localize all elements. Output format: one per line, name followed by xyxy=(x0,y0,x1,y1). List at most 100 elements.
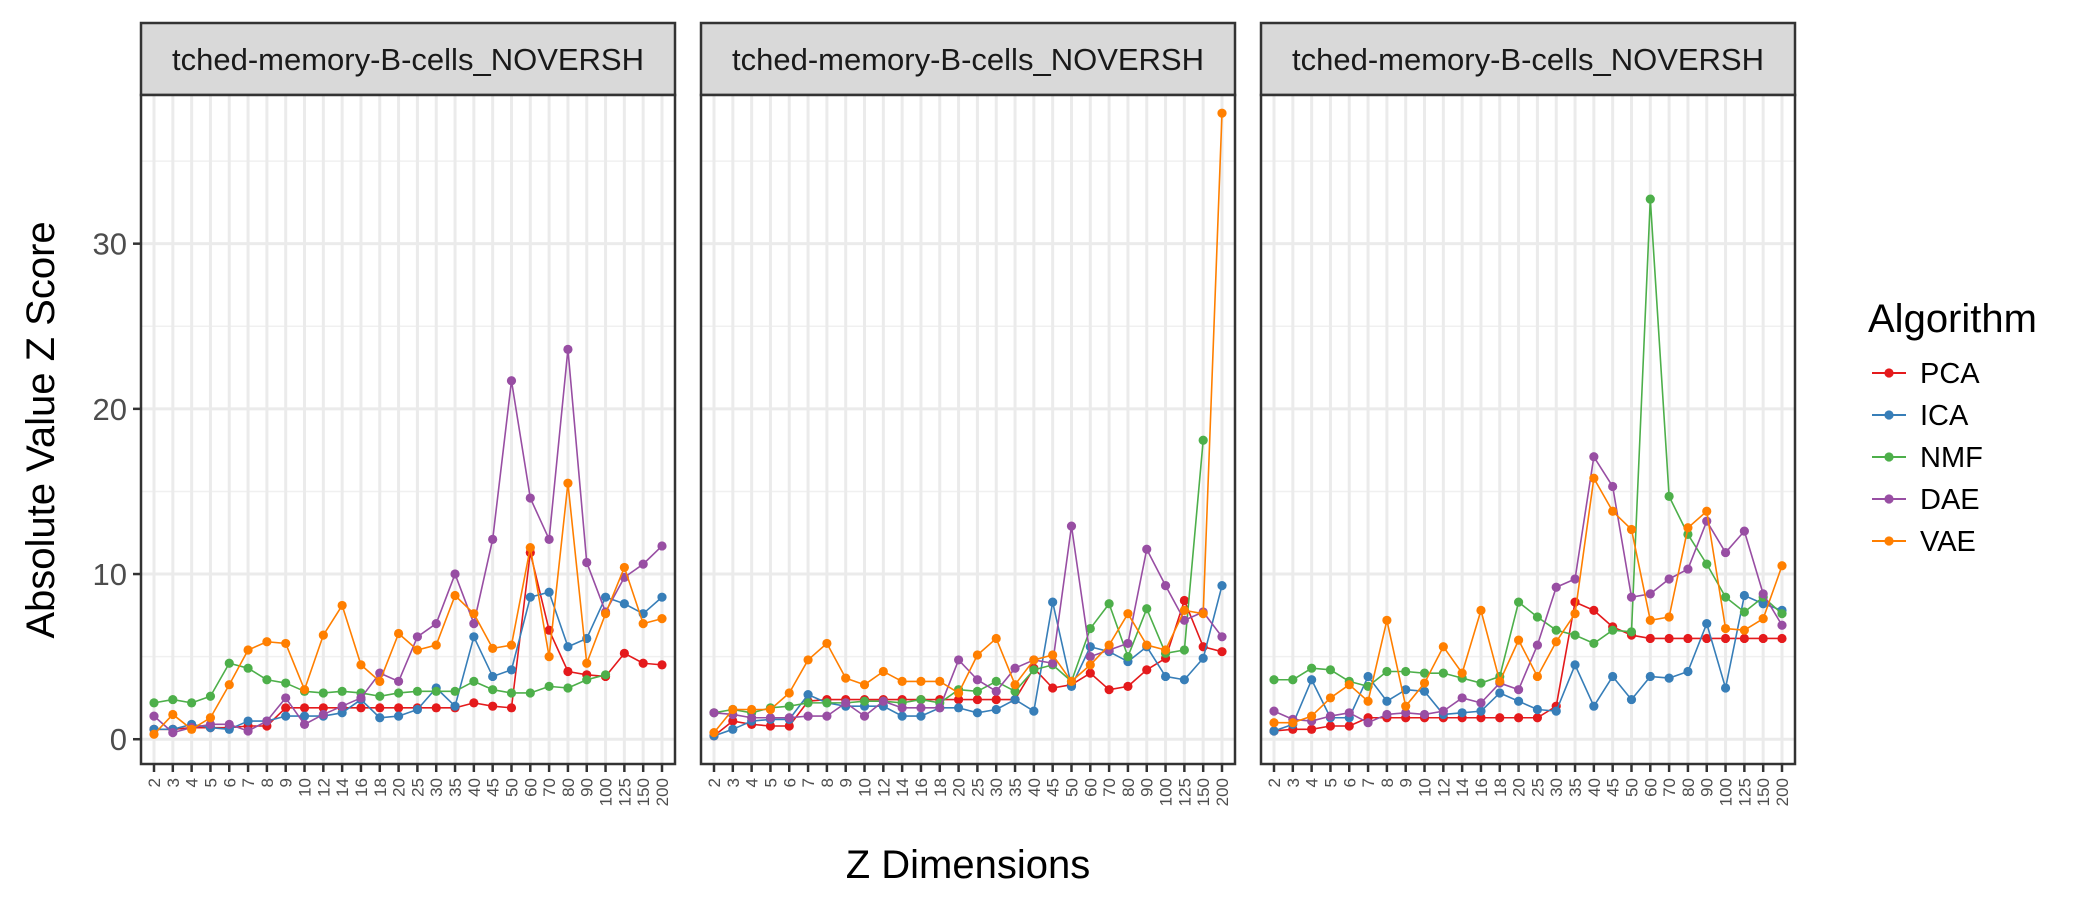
strip-background xyxy=(1259,21,1797,97)
data-point-ica xyxy=(243,716,253,726)
data-point-dae xyxy=(1438,706,1448,716)
data-point-vae xyxy=(1626,524,1637,535)
data-point-vae xyxy=(1777,561,1787,571)
x-tick-label: 5 xyxy=(761,778,780,787)
x-tick-label: 18 xyxy=(1491,778,1510,797)
data-point-nmf xyxy=(1142,604,1152,614)
data-point-pca xyxy=(1142,665,1152,675)
x-tick-label: 40 xyxy=(1025,778,1044,797)
x-tick-label: 90 xyxy=(578,778,597,797)
data-point-nmf xyxy=(1551,625,1561,635)
data-point-nmf xyxy=(1010,686,1020,696)
x-tick-label: 2 xyxy=(145,778,164,787)
data-point-pca xyxy=(1179,595,1189,606)
data-point-ica xyxy=(337,708,347,718)
x-tick-label: 70 xyxy=(1100,778,1119,797)
x-tick-label: 80 xyxy=(1119,778,1138,797)
data-point-pca xyxy=(1683,633,1693,644)
x-tick-label: 3 xyxy=(1284,778,1303,787)
data-point-dae xyxy=(1626,592,1637,602)
data-point-dae xyxy=(1608,481,1618,492)
data-point-vae xyxy=(841,673,851,683)
data-point-ica xyxy=(1495,688,1505,698)
data-point-dae xyxy=(488,534,498,544)
x-tick-label: 45 xyxy=(484,778,503,797)
data-point-ica xyxy=(1758,599,1768,609)
data-point-vae xyxy=(1269,718,1279,728)
data-point-dae xyxy=(1085,652,1095,662)
y-tick-label: 10 xyxy=(93,557,127,592)
data-point-dae xyxy=(1720,547,1731,558)
data-point-nmf xyxy=(859,696,870,706)
data-point-ica xyxy=(1608,671,1618,682)
panel-border xyxy=(1259,93,1797,766)
data-point-nmf xyxy=(224,658,234,668)
data-point-ica xyxy=(916,711,926,721)
data-point-ica xyxy=(375,713,385,723)
data-point-ica xyxy=(563,642,573,652)
data-point-dae xyxy=(1476,698,1486,708)
x-tick-label: 6 xyxy=(220,778,239,787)
x-tick-label: 8 xyxy=(1378,778,1397,787)
data-point-vae xyxy=(1551,637,1561,647)
data-point-dae xyxy=(318,709,328,720)
data-point-nmf xyxy=(1476,678,1486,688)
data-point-nmf xyxy=(1777,609,1787,619)
data-point-pca xyxy=(784,721,794,731)
data-point-dae xyxy=(450,569,460,579)
data-point-vae xyxy=(916,676,926,687)
data-point-vae xyxy=(299,685,310,695)
x-tick-label: 50 xyxy=(1622,778,1641,797)
x-tick-label: 60 xyxy=(1641,778,1660,797)
x-tick-label: 12 xyxy=(874,778,893,797)
y-tick-label: 30 xyxy=(93,227,127,262)
data-point-pca xyxy=(299,703,310,713)
data-point-ica xyxy=(1457,708,1467,718)
x-tick-label: 125 xyxy=(1175,778,1194,806)
data-point-pca xyxy=(1048,683,1058,693)
data-point-dae xyxy=(638,559,648,569)
series-vae xyxy=(149,478,667,739)
data-point-dae xyxy=(935,703,945,713)
data-point-vae xyxy=(600,609,611,619)
data-point-pca xyxy=(356,703,366,713)
data-point-pca xyxy=(728,716,738,726)
data-point-nmf xyxy=(803,698,813,708)
data-point-pca xyxy=(1325,721,1336,731)
data-point-nmf xyxy=(1104,599,1114,609)
x-tick-label: 5 xyxy=(201,778,220,787)
data-point-vae xyxy=(784,688,794,698)
x-tick-label: 14 xyxy=(333,778,352,797)
data-point-ica xyxy=(1476,706,1486,716)
x-tick-label: 4 xyxy=(183,778,202,787)
data-point-ica xyxy=(393,711,404,721)
x-tick-label: 35 xyxy=(1566,778,1585,797)
x-tick-label: 6 xyxy=(1340,778,1359,787)
data-point-ica xyxy=(1739,590,1749,601)
x-tick-label: 50 xyxy=(502,778,521,797)
data-point-nmf xyxy=(187,698,197,708)
data-point-pca xyxy=(991,694,1001,705)
data-point-dae xyxy=(897,703,907,713)
x-tick-label: 10 xyxy=(1416,778,1435,797)
data-point-vae xyxy=(1307,711,1317,721)
data-point-vae xyxy=(525,543,535,553)
data-point-dae xyxy=(1777,620,1787,630)
data-point-pca xyxy=(1495,713,1505,723)
x-tick-label: 150 xyxy=(1194,778,1213,806)
data-point-ica xyxy=(1269,726,1279,736)
series-line-vae xyxy=(153,482,663,735)
data-point-dae xyxy=(544,534,554,544)
data-point-dae xyxy=(1457,693,1467,703)
data-point-dae xyxy=(1217,632,1227,642)
data-point-nmf xyxy=(1608,625,1618,635)
data-point-vae xyxy=(1123,609,1133,619)
data-point-dae xyxy=(1645,589,1655,599)
x-tick-label: 18 xyxy=(371,778,390,797)
legend-label: ICA xyxy=(1920,400,1969,432)
strip-background xyxy=(139,21,677,97)
data-point-dae xyxy=(1513,685,1524,695)
series-nmf xyxy=(1269,194,1787,691)
